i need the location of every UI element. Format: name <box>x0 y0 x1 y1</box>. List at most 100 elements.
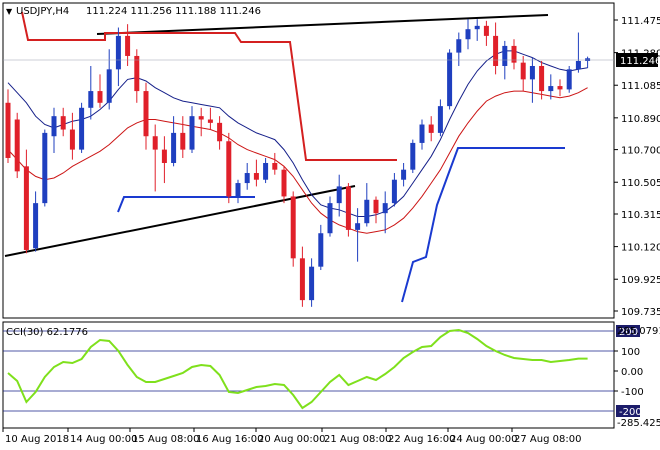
ma-fast-line <box>7 50 588 217</box>
cci-scale-min: -285.425 <box>617 418 660 429</box>
candle-body <box>198 116 204 120</box>
cci-level-label: 200 <box>619 327 638 338</box>
cci-panel-frame <box>2 321 615 429</box>
candle-body <box>566 69 572 90</box>
current-price-tag-bg <box>616 53 658 67</box>
red-envelope-line <box>21 11 397 161</box>
candle-body <box>253 173 259 180</box>
symbol-label: USDJPY,H4 <box>16 6 69 17</box>
ohlc-label: 111.224 111.256 111.188 111.246 <box>86 6 261 17</box>
candle-body <box>401 169 407 180</box>
price-tick-label: 111.475 <box>621 16 660 27</box>
ma-slow-line <box>7 87 588 234</box>
cci-series <box>7 328 588 410</box>
price-tick-label: 110.120 <box>621 243 660 254</box>
current-price-tag: 111.246 <box>620 56 660 67</box>
price-tick-label: 110.315 <box>621 210 660 221</box>
candle-body <box>189 116 195 150</box>
candle-body <box>33 203 39 249</box>
candle-body <box>244 173 250 184</box>
header-dropdown-icon[interactable]: ▼ <box>6 7 13 16</box>
candle-body <box>79 107 85 150</box>
ma-fast-series <box>7 50 588 217</box>
blue-stop-line-2 <box>401 147 565 303</box>
candle-body <box>290 196 296 259</box>
candle-body <box>23 166 29 250</box>
time-tick-label: 10 Aug 2018 <box>5 434 69 445</box>
candle-body <box>447 52 453 107</box>
candle-body <box>585 58 591 61</box>
upper-trendline[interactable] <box>96 14 549 35</box>
lower-trendline[interactable] <box>4 185 356 257</box>
candle-body <box>474 25 480 30</box>
cci-level-label: -100 <box>621 387 644 398</box>
cci-level-label: 100 <box>621 347 640 358</box>
candle-body <box>180 132 186 150</box>
candle-body <box>345 186 351 230</box>
candle-body <box>42 132 48 204</box>
candle-body <box>557 86 563 90</box>
candle-body <box>143 91 149 137</box>
candle-body <box>88 91 94 108</box>
candle-body <box>207 119 213 123</box>
time-tick-label: 27 Aug 08:00 <box>514 434 581 445</box>
candle-body <box>437 106 443 133</box>
candle-body <box>217 122 223 142</box>
time-tick-label: 22 Aug 16:00 <box>388 434 455 445</box>
candle-body <box>336 186 342 204</box>
candle-body <box>529 65 535 80</box>
candle-body <box>539 65 545 92</box>
candle-body <box>502 45 508 66</box>
candle-body <box>60 116 66 130</box>
time-tick-label: 24 Aug 00:00 <box>450 434 517 445</box>
candle-body <box>309 266 315 301</box>
candle-body <box>235 183 241 197</box>
ma-slow-series <box>7 87 588 234</box>
cci-level-label: -200 <box>619 407 642 418</box>
candle-body <box>520 62 526 80</box>
candle-body <box>152 136 158 150</box>
price-tick-label: 110.505 <box>621 178 660 189</box>
candle-body <box>373 199 379 214</box>
candle-body <box>263 162 269 180</box>
candle-body <box>106 69 112 103</box>
candle-body <box>69 129 75 150</box>
time-tick-label: 21 Aug 08:00 <box>324 434 391 445</box>
candle-body <box>226 141 232 197</box>
candle-body <box>493 35 499 66</box>
time-tick-label: 15 Aug 08:00 <box>132 434 199 445</box>
candle-body <box>161 149 167 163</box>
candle-body <box>382 203 388 214</box>
blue-stop-line-1 <box>117 196 255 213</box>
cci-scale-max: 285.0791 <box>617 326 660 337</box>
candle-body <box>391 179 397 204</box>
cci-level-label: 0.00 <box>621 367 643 378</box>
time-tick-label: 20 Aug 00:00 <box>258 434 325 445</box>
candles-series <box>5 19 591 307</box>
candle-body <box>272 162 278 170</box>
cci-line <box>7 328 588 410</box>
candle-body <box>134 55 140 92</box>
candle-body <box>115 35 121 70</box>
price-tick-label: 110.890 <box>621 114 660 125</box>
candle-body <box>410 142 416 170</box>
price-tick-label: 109.925 <box>621 275 660 286</box>
candle-body <box>548 86 554 92</box>
cci-level-tag-bg <box>616 325 640 337</box>
candle-body <box>419 124 425 143</box>
candle-body <box>511 45 517 63</box>
candle-body <box>14 119 20 172</box>
price-tick-label: 111.085 <box>621 81 660 92</box>
candle-body <box>318 233 324 267</box>
candle-body <box>281 169 287 197</box>
candle-body <box>97 91 103 103</box>
chart-drawings <box>4 11 565 303</box>
time-tick-label: 16 Aug 16:00 <box>196 434 263 445</box>
cci-level-tag-bg <box>616 405 640 417</box>
candle-body <box>125 35 131 56</box>
price-tick-label: 110.700 <box>621 146 660 157</box>
candle-body <box>465 29 471 40</box>
candle-body <box>456 39 462 53</box>
